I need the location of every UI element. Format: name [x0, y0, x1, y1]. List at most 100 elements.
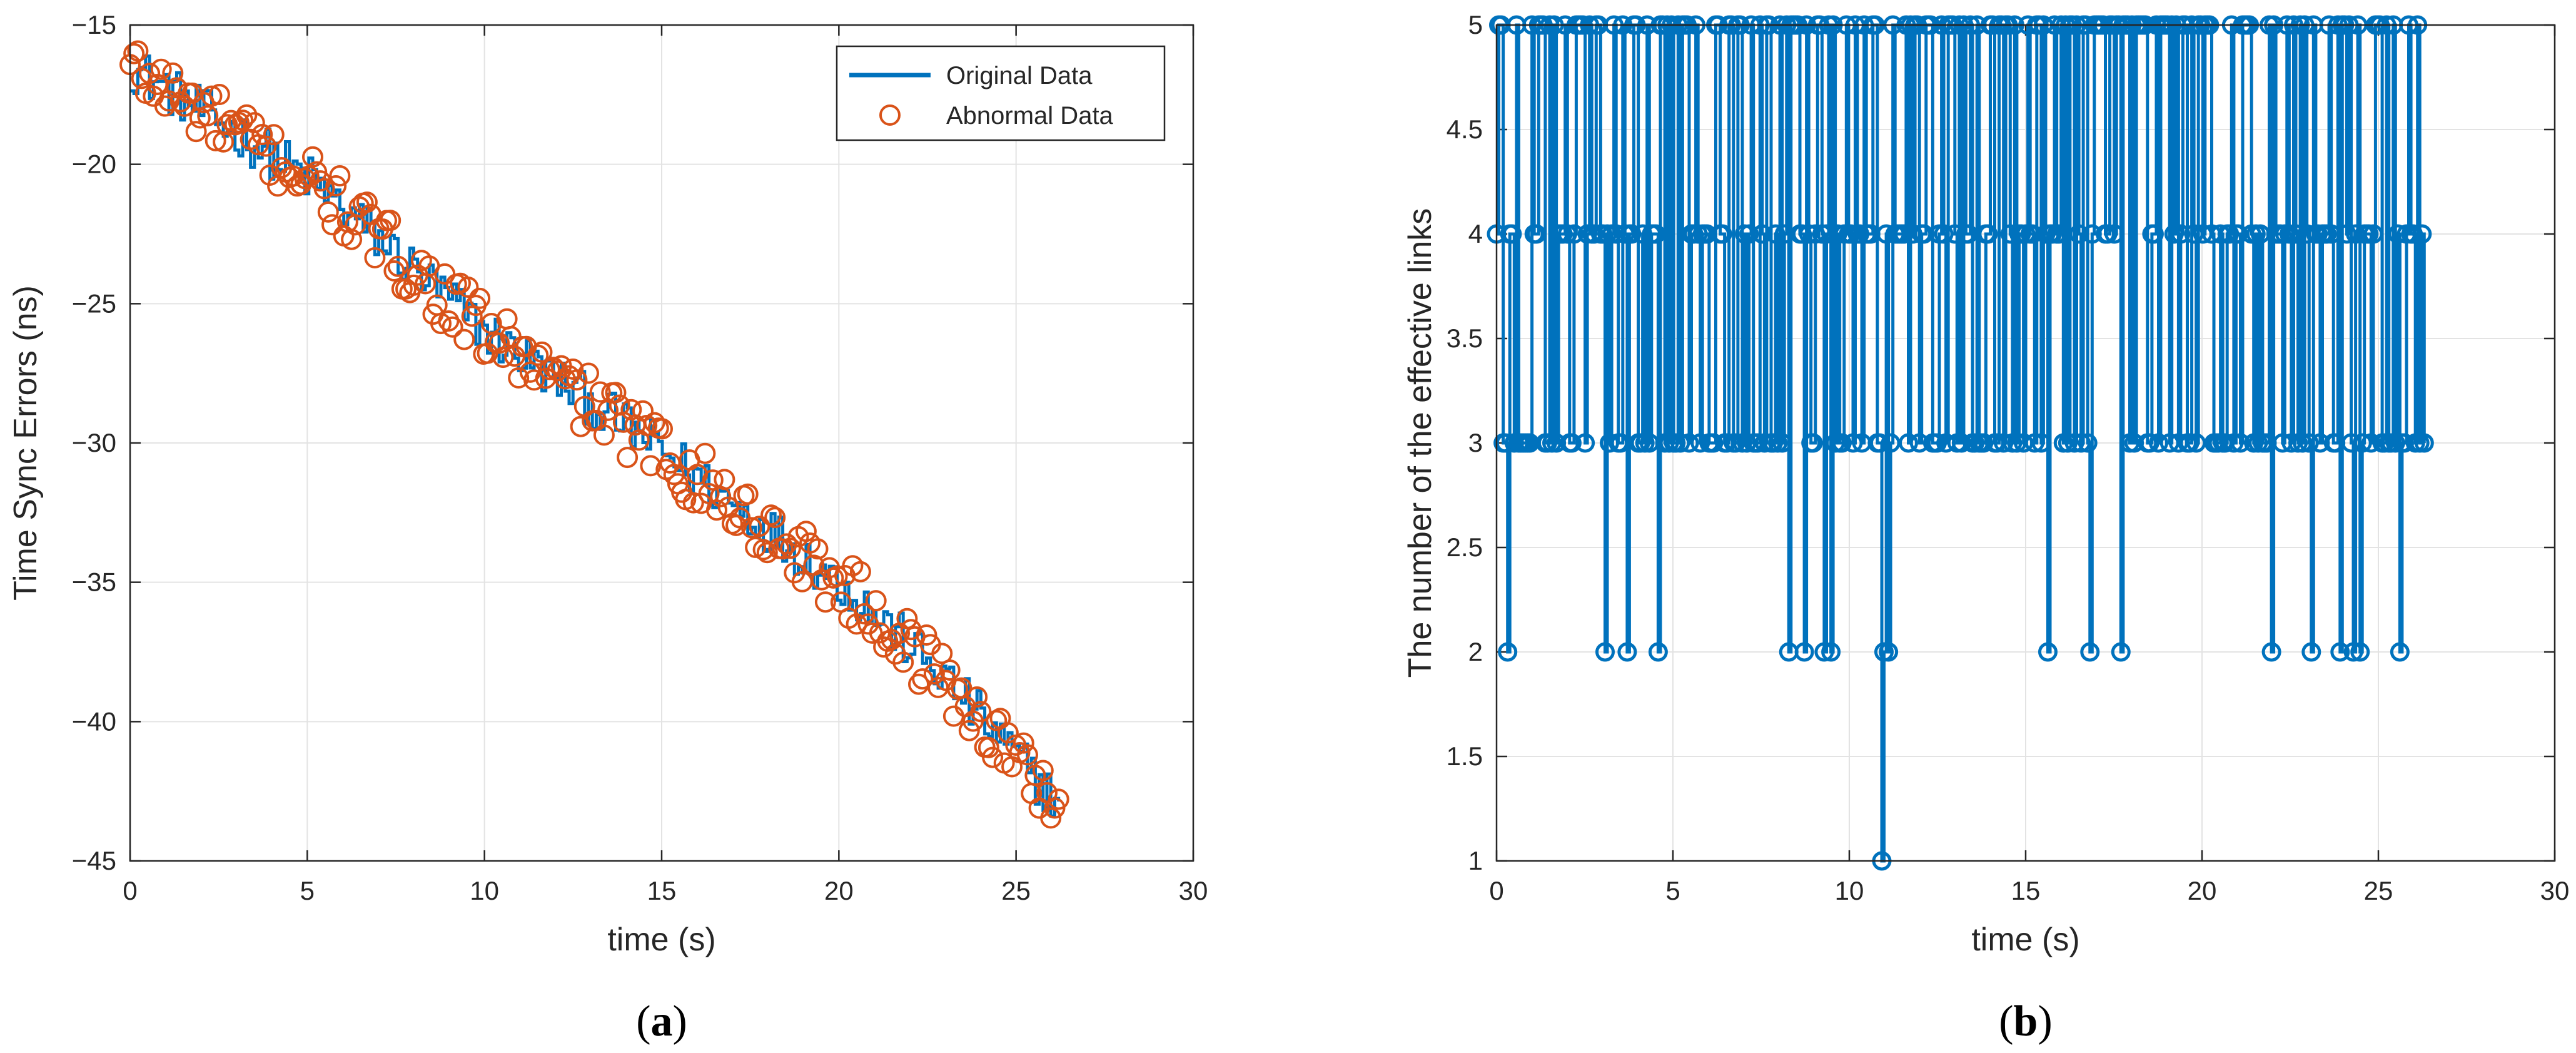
- effective-links-point: [1794, 642, 1814, 662]
- effective-links-point: [1772, 433, 1792, 453]
- abnormal-data-point: [492, 347, 514, 369]
- effective-links-point: [2412, 224, 2432, 244]
- effective-links-point: [1670, 433, 1690, 453]
- abnormal-data-point: [329, 165, 351, 186]
- y-tick-label: 1.5: [1447, 741, 1483, 771]
- effective-links-point: [1646, 224, 1666, 244]
- effective-links-point: [1712, 224, 1732, 244]
- abnormal-data-point: [442, 316, 463, 338]
- abnormal-data-point: [341, 228, 363, 250]
- panel-label: (b): [1999, 997, 2053, 1045]
- abnormal-data-point: [632, 400, 654, 422]
- y-tick-label: 2.5: [1447, 532, 1483, 562]
- abnormal-data-point: [216, 114, 238, 136]
- x-axis-label: time (s): [607, 922, 715, 958]
- x-tick-label: 5: [1665, 876, 1680, 905]
- axes-frame: [129, 24, 1195, 862]
- x-tick-label: 0: [123, 876, 137, 905]
- abnormal-data-point: [663, 464, 685, 486]
- x-axis-label: time (s): [1971, 922, 2079, 958]
- abnormal-data-point: [208, 84, 230, 105]
- effective-links-point: [2104, 224, 2124, 244]
- abnormal-data-point: [760, 504, 782, 526]
- effective-links-point: [2286, 224, 2306, 244]
- abnormal-data-point: [896, 608, 918, 629]
- abnormal-data-point: [263, 124, 285, 146]
- abnormal-data-point: [469, 287, 491, 309]
- effective-links-point: [1850, 224, 1870, 244]
- effective-links-point: [2078, 433, 2098, 453]
- effective-links-point: [2038, 642, 2058, 662]
- effective-links-point: [1806, 224, 1826, 244]
- effective-links-point: [2220, 224, 2240, 244]
- panel-label: (a): [636, 997, 687, 1045]
- y-axis-label: The number of the effective links: [1402, 208, 1438, 678]
- y-tick-label: −20: [72, 150, 116, 179]
- effective-links-point: [2164, 224, 2184, 244]
- effective-links-point: [1739, 224, 1759, 244]
- abnormal-data-point: [958, 720, 980, 741]
- x-tick-label: 20: [2188, 876, 2217, 905]
- abnormal-data-point: [605, 382, 627, 404]
- abnormal-data-point: [923, 663, 945, 685]
- effective-links-point: [1562, 433, 1582, 453]
- effective-links-point: [1978, 224, 1998, 244]
- effective-links-point: [1927, 433, 1947, 453]
- y-tick-label: 4: [1468, 219, 1483, 248]
- abnormal-data-point: [865, 590, 887, 612]
- abnormal-data-point: [248, 134, 269, 156]
- abnormal-data-point: [795, 521, 817, 542]
- abnormal-data-point: [772, 538, 794, 560]
- effective-links-point: [2049, 224, 2069, 244]
- abnormal-data-point: [228, 111, 250, 133]
- effective-links-point: [1827, 224, 1847, 244]
- abnormal-data-point: [139, 63, 161, 84]
- abnormal-data-point: [243, 112, 265, 134]
- x-tick-label: 30: [2540, 876, 2570, 905]
- abnormal-data-point: [617, 447, 639, 469]
- effective-links-point: [2341, 433, 2361, 453]
- effective-links-point: [2261, 642, 2281, 662]
- effective-links-point: [2301, 642, 2321, 662]
- abnormal-data-point: [892, 651, 914, 673]
- y-tick-label: 3: [1468, 428, 1483, 457]
- effective-links-point: [2352, 433, 2372, 453]
- effective-links-point: [2343, 642, 2363, 662]
- abnormal-data-point: [1017, 744, 1038, 766]
- effective-links-point: [1843, 433, 1863, 453]
- effective-links-point: [1903, 224, 1922, 244]
- effective-links-point: [2139, 433, 2159, 453]
- abnormal-data-point: [756, 542, 778, 564]
- legend-label-abnormal: Abnormal Data: [946, 102, 1114, 130]
- abnormal-data-point: [1013, 732, 1034, 754]
- effective-links-point: [1821, 642, 1841, 662]
- abnormal-data-point: [457, 277, 479, 298]
- abnormal-data-point: [854, 603, 876, 624]
- y-tick-label: 5: [1468, 10, 1483, 39]
- effective-links-point: [2144, 224, 2164, 244]
- abnormal-data-point: [302, 146, 323, 168]
- effective-links-point: [2403, 224, 2423, 244]
- abnormal-data-point: [764, 507, 786, 529]
- effective-links-point: [2058, 433, 2078, 453]
- effective-links-point: [1498, 642, 1518, 662]
- effective-links-point: [2031, 433, 2051, 453]
- abnormal-data-point: [849, 561, 871, 582]
- y-tick-label: −15: [72, 10, 116, 39]
- effective-links-point: [1945, 224, 1965, 244]
- effective-links-point: [2024, 433, 2044, 453]
- effective-links-point: [1803, 433, 1823, 453]
- effective-links-point: [2350, 642, 2370, 662]
- effective-links-point: [1974, 433, 1994, 453]
- abnormal-data-point: [508, 367, 530, 389]
- abnormal-data-point: [652, 418, 673, 440]
- effective-links-point: [2224, 433, 2244, 453]
- abnormal-data-point: [562, 359, 584, 380]
- abnormal-data-point: [403, 274, 425, 296]
- effective-links-point: [2385, 433, 2405, 453]
- abnormal-data-point: [740, 517, 762, 539]
- abnormal-data-point: [185, 121, 207, 143]
- abnormal-data-point: [531, 341, 553, 363]
- abnormal-data-point: [453, 328, 475, 350]
- abnormal-data-point: [593, 424, 615, 446]
